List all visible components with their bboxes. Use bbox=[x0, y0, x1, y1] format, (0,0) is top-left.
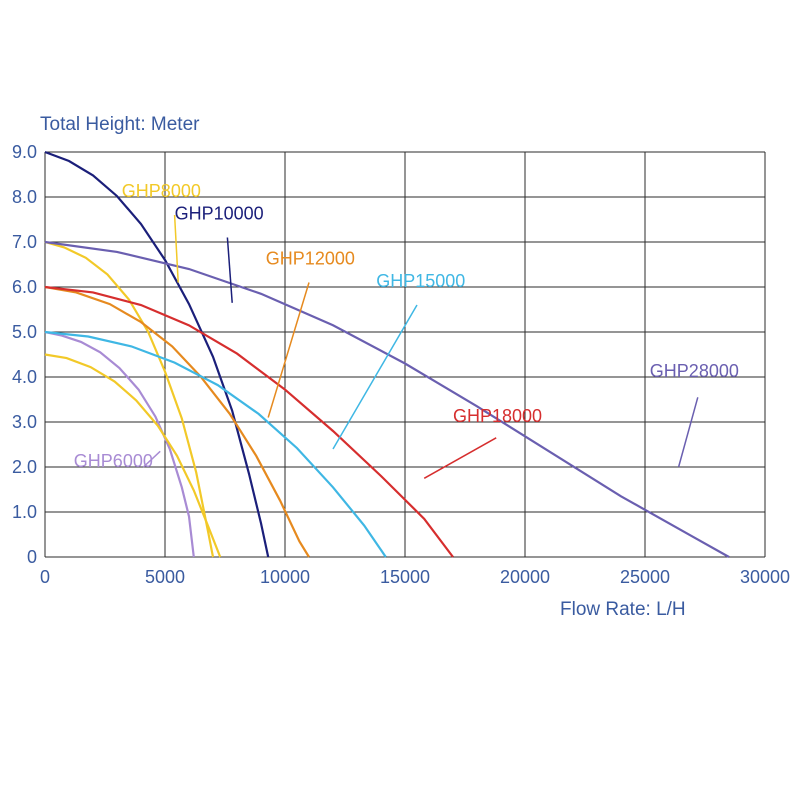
ytick-8: 8.0 bbox=[12, 187, 37, 207]
y-axis-title: Total Height: Meter bbox=[40, 114, 200, 135]
ytick-9: 9.0 bbox=[12, 142, 37, 162]
xtick-3: 15000 bbox=[380, 567, 430, 587]
label-ghp6000: GHP6000 bbox=[74, 451, 153, 471]
xtick-5: 25000 bbox=[620, 567, 670, 587]
ytick-7: 7.0 bbox=[12, 232, 37, 252]
label-ghp15000: GHP15000 bbox=[376, 271, 465, 291]
xtick-4: 20000 bbox=[500, 567, 550, 587]
ytick-6: 6.0 bbox=[12, 277, 37, 297]
xtick-6: 30000 bbox=[740, 567, 790, 587]
label-ghp28000: GHP28000 bbox=[650, 361, 739, 381]
pump-curve-chart: GHP6000 GHP8000 GHP10000 GHP12000 GHP15000 GH… bbox=[0, 0, 800, 800]
xtick-0: 0 bbox=[40, 567, 50, 587]
x-axis-title: Flow Rate: L/H bbox=[560, 599, 686, 620]
ytick-4: 4.0 bbox=[12, 367, 37, 387]
ytick-3: 3.0 bbox=[12, 412, 37, 432]
xtick-1: 5000 bbox=[145, 567, 185, 587]
xtick-2: 10000 bbox=[260, 567, 310, 587]
ytick-5: 5.0 bbox=[12, 322, 37, 342]
label-ghp10000: GHP10000 bbox=[175, 204, 264, 224]
chart-svg: GHP6000 GHP8000 GHP10000 GHP12000 GHP15000 GH… bbox=[0, 0, 800, 800]
label-ghp18000: GHP18000 bbox=[453, 406, 542, 426]
ytick-0: 0 bbox=[27, 547, 37, 567]
label-ghp12000: GHP12000 bbox=[266, 249, 355, 269]
ytick-2: 2.0 bbox=[12, 457, 37, 477]
label-ghp8000: GHP8000 bbox=[122, 181, 201, 201]
ytick-1: 1.0 bbox=[12, 502, 37, 522]
